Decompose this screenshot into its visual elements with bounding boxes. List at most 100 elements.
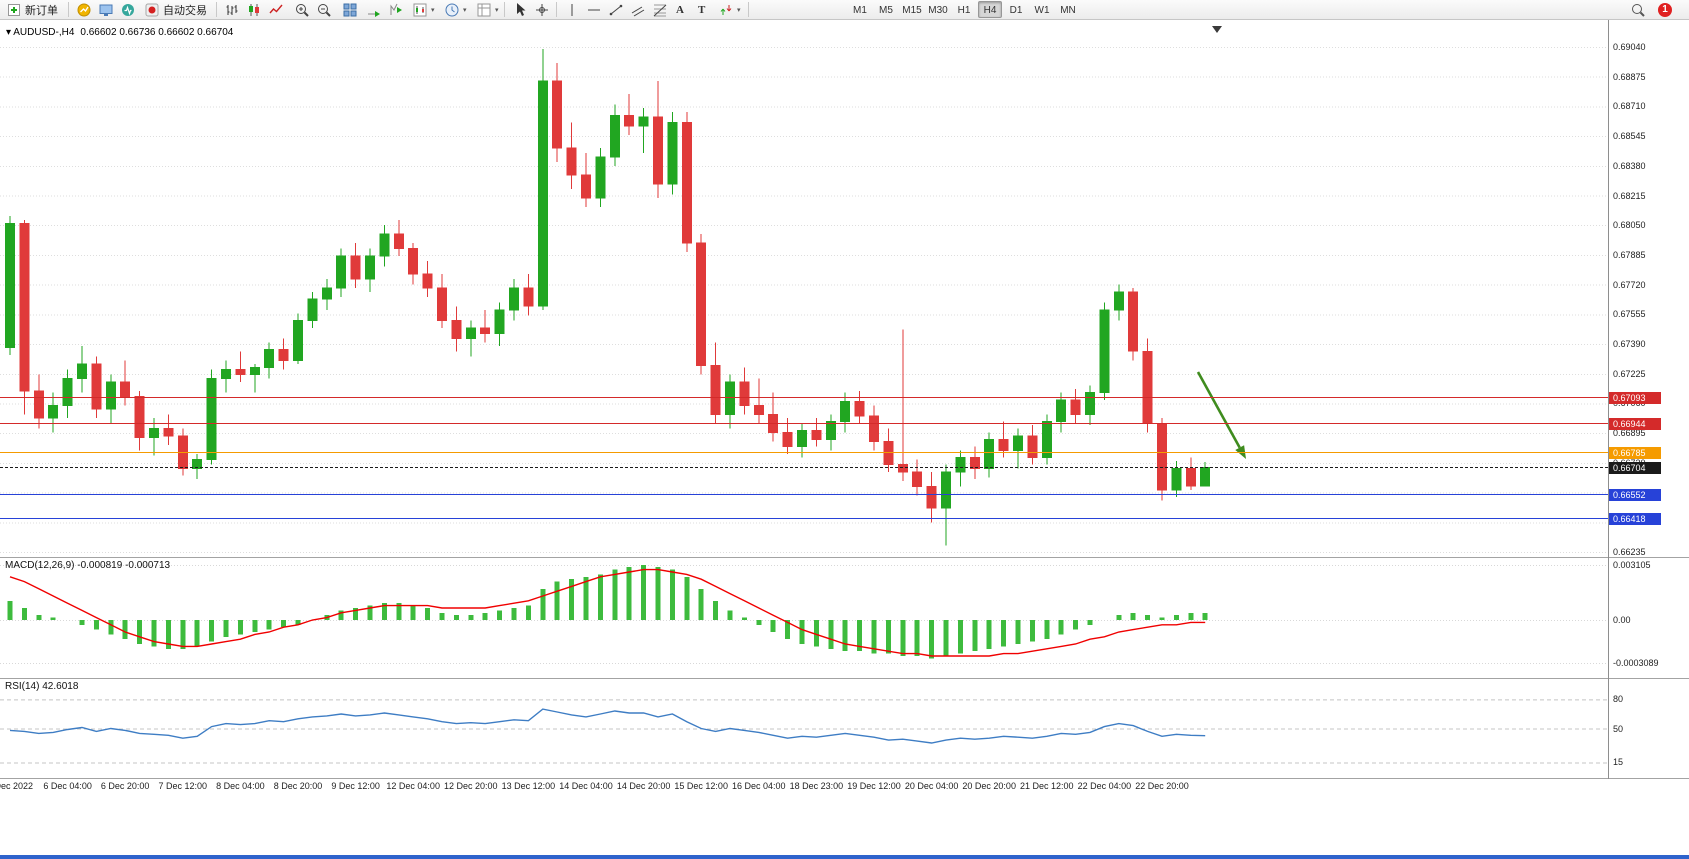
new-chart-button[interactable]: ▾: [410, 1, 437, 19]
time-axis-label: 6 Dec 04:00: [43, 781, 92, 791]
chevron-down-icon: ▾: [495, 7, 499, 14]
chart-shift-icon: [390, 3, 402, 15]
timeframe-m30[interactable]: M30: [928, 5, 948, 16]
channel-icon: [631, 6, 645, 17]
timeframe-group: M1 M5 M15 M30 H1 H4 D1 W1 MN: [848, 1, 1080, 18]
zoom-out-icon: [318, 4, 331, 17]
label-tool[interactable]: T: [696, 1, 707, 19]
price-axis-label: 0.68710: [1613, 101, 1646, 112]
timeframe-m15[interactable]: M15: [902, 5, 922, 16]
candles-layer[interactable]: [5, 48, 1211, 546]
crosshair-icon: [536, 4, 548, 16]
rsi-label: RSI(14) 42.6018: [5, 681, 79, 692]
terminal-button[interactable]: [96, 1, 116, 19]
chart-shift-marker[interactable]: [1212, 26, 1222, 33]
timeframe-m5[interactable]: M5: [879, 5, 893, 16]
macd-splitter[interactable]: [0, 557, 1689, 558]
time-axis-label: 16 Dec 04:00: [732, 781, 786, 791]
horizontal-line-object[interactable]: [0, 466, 1608, 468]
crosshair-button[interactable]: [532, 1, 552, 19]
timeframe-h4[interactable]: H4: [978, 1, 1002, 18]
time-axis-label: 9 Dec 12:00: [331, 781, 380, 791]
time-axis-label: 21 Dec 12:00: [1020, 781, 1074, 791]
chart-shift-button[interactable]: [386, 1, 406, 19]
price-grid: [0, 47, 1608, 553]
indicators-button[interactable]: [74, 1, 94, 19]
time-axis-label: 8 Dec 04:00: [216, 781, 265, 791]
toolbar-separator: [748, 2, 749, 17]
line-chart-button[interactable]: [266, 1, 286, 19]
market-watch-icon: [122, 4, 134, 16]
text-tool-label: A: [676, 4, 684, 16]
indicators-icon: [77, 3, 91, 17]
horizontal-line-object[interactable]: [0, 493, 1608, 495]
autotrading-label: 自动交易: [163, 5, 207, 17]
horizontal-line-object[interactable]: [0, 423, 1608, 425]
tile-windows-button[interactable]: [340, 1, 360, 19]
trendline-tool[interactable]: [606, 1, 626, 19]
horizontal-line-object[interactable]: [0, 396, 1608, 398]
price-axis-label: 0.67555: [1613, 309, 1646, 320]
price-axis-label: 0.68215: [1613, 190, 1646, 201]
periods-button[interactable]: ▾: [442, 1, 469, 19]
cursor-button[interactable]: [510, 1, 530, 19]
toolbar-separator: [216, 2, 217, 17]
new-order-button[interactable]: 新订单: [4, 1, 60, 19]
price-axis-label: 0.67390: [1613, 339, 1646, 350]
auto-scroll-icon: [368, 11, 380, 17]
terminal-icon: [99, 4, 113, 16]
bar-chart-button[interactable]: [222, 1, 242, 19]
text-tool[interactable]: A: [674, 1, 686, 19]
zoom-out-button[interactable]: [314, 1, 334, 19]
fibonacci-tool[interactable]: [650, 1, 670, 19]
trend-arrow-object[interactable]: [1196, 371, 1246, 459]
time-axis-label: 12 Dec 20:00: [444, 781, 498, 791]
rsi-splitter[interactable]: [0, 678, 1689, 679]
chevron-down-icon: ▾: [431, 7, 435, 14]
search-button[interactable]: [1628, 1, 1648, 19]
scale-border: [1608, 20, 1609, 779]
market-watch-button[interactable]: [118, 1, 138, 19]
horizontal-line-object[interactable]: [0, 451, 1608, 453]
price-axis-label: 0.67720: [1613, 279, 1646, 290]
time-axis-label: 13 Dec 12:00: [501, 781, 556, 791]
price-axis-label: 0.68545: [1613, 131, 1646, 142]
candlestick-chart-icon: [249, 4, 259, 16]
time-axis-label: 5 Dec 2022: [0, 781, 34, 791]
search-icon: [1632, 4, 1645, 17]
timeframe-h1[interactable]: H1: [957, 5, 971, 16]
time-axis-label: 15 Dec 12:00: [674, 781, 728, 791]
toolbar-separator: [504, 2, 505, 17]
fibonacci-icon: [653, 4, 667, 17]
channel-tool[interactable]: [628, 1, 648, 19]
price-axis-label: 0.67885: [1613, 249, 1646, 260]
time-axis-label: 19 Dec 12:00: [847, 781, 901, 791]
chevron-down-icon: ▾: [463, 7, 467, 14]
bar-chart-icon: [226, 5, 238, 15]
notification-badge[interactable]: 1: [1658, 3, 1672, 17]
timeframe-d1[interactable]: D1: [1009, 5, 1023, 16]
arrows-tool[interactable]: ▾: [716, 1, 743, 19]
autotrading-button[interactable]: 自动交易: [142, 1, 209, 19]
horizontal-line-object[interactable]: [0, 518, 1608, 520]
timeframe-mn[interactable]: MN: [1060, 5, 1076, 16]
timeframe-m1[interactable]: M1: [853, 5, 867, 16]
price-level-badge: 0.66785: [1609, 446, 1661, 459]
rsi-line: [9, 708, 1206, 744]
zoom-in-button[interactable]: [292, 1, 312, 19]
vertical-line-tool[interactable]: [562, 1, 582, 19]
timeframe-w1[interactable]: W1: [1034, 5, 1050, 16]
price-axis-label: 0.66895: [1613, 428, 1646, 439]
horizontal-line-tool[interactable]: [584, 1, 604, 19]
price-axis-label: 0.68380: [1613, 160, 1646, 171]
templates-button[interactable]: ▾: [474, 1, 501, 19]
window-bottom-border: [0, 855, 1689, 859]
candlestick-chart-button[interactable]: [244, 1, 264, 19]
time-axis-label: 12 Dec 04:00: [386, 781, 440, 791]
one-click-arrow[interactable]: ▾: [6, 27, 12, 38]
auto-scroll-button[interactable]: [364, 1, 384, 19]
axis-separator: [0, 778, 1689, 779]
symbol-info: ▾ AUDUSD-,H4 0.66602 0.66736 0.66602 0.66…: [6, 27, 233, 38]
